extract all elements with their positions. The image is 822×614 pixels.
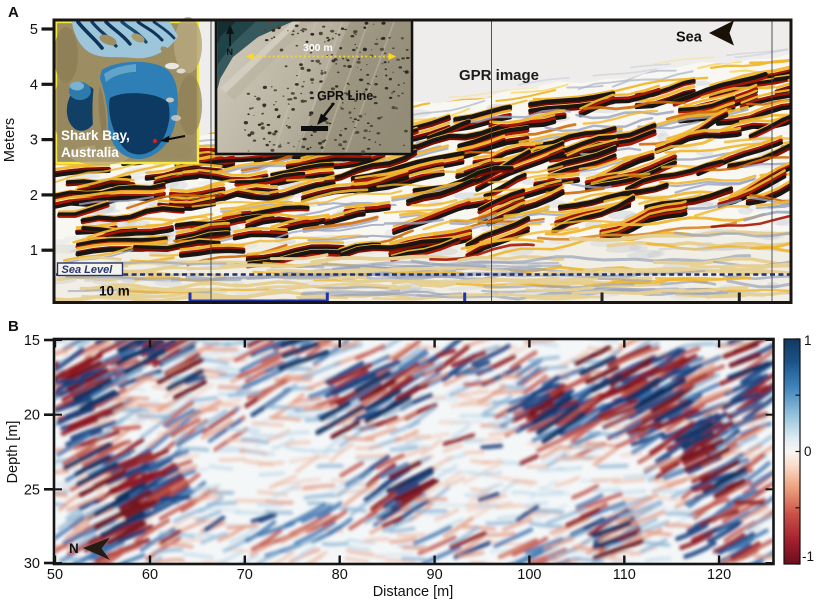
svg-text:0: 0: [804, 444, 812, 459]
svg-text:80: 80: [332, 567, 348, 583]
svg-text:1: 1: [804, 333, 812, 348]
svg-text:20: 20: [24, 408, 40, 424]
svg-text:B: B: [8, 318, 19, 335]
svg-text:4: 4: [30, 77, 38, 93]
svg-text:100: 100: [517, 567, 541, 583]
svg-text:90: 90: [427, 567, 443, 583]
svg-text:25: 25: [24, 482, 40, 498]
svg-text:Depth [m]: Depth [m]: [5, 421, 21, 484]
svg-text:30: 30: [24, 556, 40, 572]
svg-text:2: 2: [30, 188, 38, 204]
svg-text:3: 3: [30, 133, 38, 149]
svg-text:50: 50: [47, 567, 63, 583]
svg-text:110: 110: [613, 567, 636, 583]
svg-text:GPR image: GPR image: [459, 67, 539, 84]
svg-text:1: 1: [30, 243, 38, 259]
svg-text:70: 70: [237, 567, 253, 583]
svg-text:Shark Bay,: Shark Bay,: [61, 128, 130, 143]
svg-text:-1: -1: [802, 549, 814, 564]
svg-text:Sea: Sea: [676, 30, 703, 46]
svg-text:60: 60: [142, 567, 158, 583]
svg-text:Meters: Meters: [2, 118, 18, 162]
svg-text:GPR Line: GPR Line: [317, 89, 373, 103]
svg-text:300 m: 300 m: [303, 42, 333, 54]
svg-text:Australia: Australia: [61, 145, 119, 160]
svg-text:10 m: 10 m: [99, 284, 130, 299]
svg-text:Distance [m]: Distance [m]: [373, 584, 454, 600]
svg-text:15: 15: [24, 333, 40, 349]
svg-text:N: N: [69, 541, 79, 556]
svg-text:5: 5: [30, 22, 38, 38]
svg-text:120: 120: [707, 567, 731, 583]
svg-text:Sea Level: Sea Level: [62, 264, 114, 276]
svg-text:N: N: [227, 47, 234, 57]
svg-text:A: A: [8, 4, 19, 21]
